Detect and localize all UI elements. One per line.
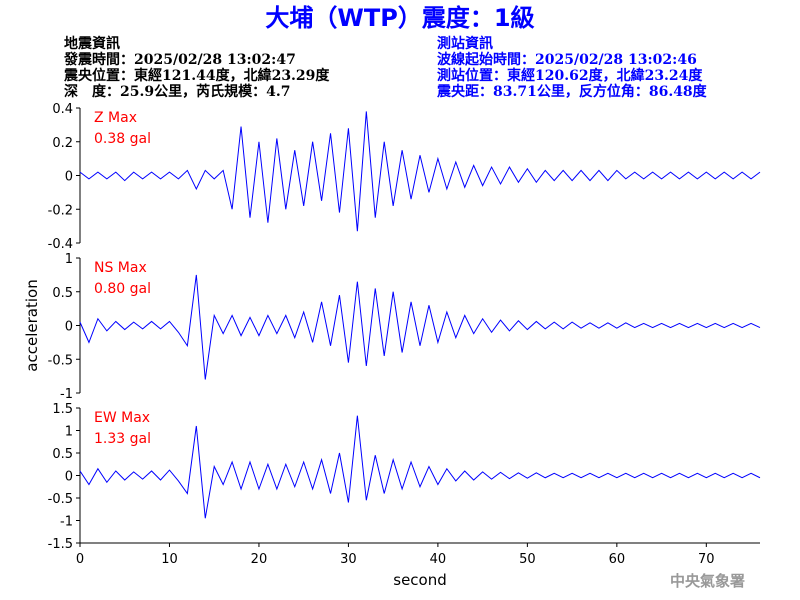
y-tick-label: -0.2 (48, 203, 73, 218)
info-right: 測站位置：東經120.62度，北緯23.24度 (437, 67, 703, 84)
channel-label: EW Max (94, 410, 150, 426)
y-tick-label: 0.4 (52, 102, 73, 117)
info-right: 測站資訊 (437, 35, 493, 52)
y-tick-label: 0.2 (52, 136, 73, 151)
x-tick-label: 0 (76, 552, 84, 567)
y-tick-label: 0 (65, 320, 73, 335)
max-label: 0.80 gal (94, 281, 151, 297)
info-right: 震央距：83.71公里，反方位角：86.48度 (436, 83, 708, 100)
x-axis-label: second (393, 571, 447, 589)
info-left: 深 度：25.9公里，芮氏規模：4.7 (64, 83, 290, 100)
waveform (79, 274, 761, 380)
y-tick-label: 1 (65, 425, 73, 440)
waveform (79, 111, 761, 232)
x-tick-label: 40 (430, 552, 447, 567)
x-tick-label: 30 (340, 552, 357, 567)
info-right: 波線起始時間：2025/02/28 13:02:46 (437, 51, 697, 68)
channel-label: NS Max (94, 260, 147, 276)
info-left: 發震時間：2025/02/28 13:02:47 (63, 51, 296, 68)
y-tick-label: 0 (65, 470, 73, 485)
y-tick-label: 0 (65, 170, 73, 185)
title: 大埔（WTP）震度：1級 (265, 4, 534, 32)
y-tick-label: -0.5 (48, 492, 73, 507)
y-tick-label: 1.5 (52, 402, 73, 417)
max-label: 0.38 gal (94, 131, 151, 147)
x-tick-label: 50 (519, 552, 536, 567)
y-tick-label: 0.5 (52, 447, 73, 462)
y-tick-label: -0.4 (48, 237, 73, 252)
info-left: 震央位置：東經121.44度，北緯23.29度 (63, 67, 330, 84)
y-tick-label: -0.5 (48, 353, 73, 368)
footer: 中央氣象署 (670, 572, 745, 590)
x-tick-label: 60 (609, 552, 626, 567)
waveform (79, 415, 761, 519)
channel-label: Z Max (94, 110, 137, 126)
y-tick-label: -1 (60, 515, 73, 530)
y-tick-label: -1 (60, 387, 73, 402)
max-label: 1.33 gal (94, 431, 151, 447)
x-tick-label: 70 (698, 552, 715, 567)
x-tick-label: 20 (251, 552, 268, 567)
y-tick-label: 1 (65, 252, 73, 267)
x-tick-label: 10 (161, 552, 178, 567)
info-left: 地震資訊 (64, 35, 120, 52)
y-axis-label: acceleration (23, 279, 41, 371)
y-tick-label: 0.5 (52, 286, 73, 301)
y-tick-label: -1.5 (48, 537, 73, 552)
